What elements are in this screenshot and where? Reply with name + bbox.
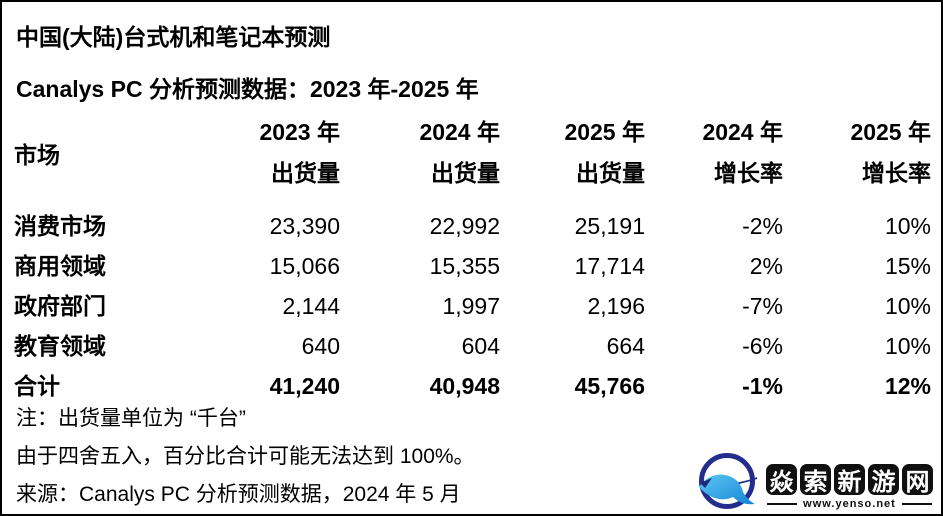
- footnotes: 注：出货量单位为 “千台” 由于四舍五入，百分比合计可能无法达到 100%。 来…: [16, 400, 475, 514]
- cell-growth-2024: -7%: [742, 293, 783, 319]
- seal-char: 网: [902, 464, 933, 496]
- cell-shipments-2025: 17,714: [574, 253, 645, 279]
- cell-shipments-2023: 640: [301, 333, 340, 359]
- forecast-table: 市场 2023 年 出货量 2024 年 出货量 2025 年 出货量 2024…: [14, 112, 931, 406]
- column-year-label: 2023 年: [259, 119, 340, 145]
- watermark-logo-icon: [698, 453, 757, 509]
- cell-market: 合计: [14, 373, 60, 399]
- note-units: 注：出货量单位为 “千台”: [16, 407, 246, 430]
- column-header-growth-2025: 2025 年 增长率: [783, 112, 931, 194]
- url-divider-left: [767, 503, 798, 505]
- cell-growth-2025: 15%: [884, 253, 931, 279]
- cell-growth-2024: -2%: [742, 213, 783, 239]
- cell-growth-2024: -1%: [742, 373, 783, 399]
- table-row-total: 合计 41,240 40,948 45,766 -1% 12%: [14, 366, 931, 406]
- table-row-commercial: 商用领域 15,066 15,355 17,714 2% 15%: [14, 246, 931, 286]
- column-year-label: 2024 年: [419, 119, 500, 145]
- cell-shipments-2024: 40,948: [429, 373, 500, 399]
- cell-shipments-2024: 15,355: [429, 253, 500, 279]
- column-header-shipments-2024: 2024 年 出货量: [340, 112, 500, 194]
- watermark-text-block: 焱 索 新 游 网 www.yenso.net: [766, 464, 933, 514]
- seal-char: 新: [834, 464, 865, 496]
- url-divider-right: [901, 503, 932, 505]
- column-header-shipments-2025: 2025 年 出货量: [500, 112, 645, 194]
- column-header-market: 市场: [14, 142, 60, 168]
- cell-shipments-2025: 25,191: [574, 213, 645, 239]
- cell-shipments-2025: 664: [606, 333, 645, 359]
- note-source: 来源：Canalys PC 分析预测数据，2024 年 5 月: [16, 483, 461, 506]
- column-year-label: 2025 年: [850, 119, 931, 145]
- seal-char: 游: [868, 464, 899, 496]
- page-title: 中国(大陆)台式机和笔记本预测: [16, 24, 331, 50]
- cell-shipments-2023: 41,240: [269, 373, 340, 399]
- table-row-education: 教育领域 640 604 664 -6% 10%: [14, 326, 931, 366]
- cell-market: 商用领域: [14, 253, 106, 279]
- column-header-shipments-2023: 2023 年 出货量: [206, 112, 340, 194]
- seal-char: 索: [800, 464, 831, 496]
- cell-shipments-2025: 45,766: [574, 373, 645, 399]
- cell-shipments-2023: 2,144: [282, 293, 340, 319]
- seal-char: 焱: [766, 464, 797, 496]
- cell-growth-2025: 12%: [884, 373, 931, 399]
- cell-market: 教育领域: [14, 333, 106, 359]
- cell-growth-2024: -6%: [742, 333, 783, 359]
- table-row-consumer: 消费市场 23,390 22,992 25,191 -2% 10%: [14, 206, 931, 246]
- column-metric-label: 出货量: [576, 160, 645, 186]
- watermark-url-row: www.yenso.net: [767, 498, 932, 510]
- cell-shipments-2024: 604: [461, 333, 500, 359]
- column-year-label: 2024 年: [702, 119, 783, 145]
- cell-growth-2025: 10%: [884, 213, 931, 239]
- cell-shipments-2024: 22,992: [429, 213, 500, 239]
- cell-shipments-2023: 23,390: [269, 213, 340, 239]
- cell-market: 政府部门: [14, 293, 106, 319]
- cell-market: 消费市场: [14, 213, 106, 239]
- column-header-growth-2024: 2024 年 增长率: [645, 112, 783, 194]
- watermark: 焱 索 新 游 网 www.yenso.net: [697, 452, 933, 514]
- cell-growth-2024: 2%: [749, 253, 783, 279]
- column-metric-label: 出货量: [431, 160, 500, 186]
- note-rounding: 由于四舍五入，百分比合计可能无法达到 100%。: [16, 445, 475, 468]
- cell-growth-2025: 10%: [884, 333, 931, 359]
- cell-growth-2025: 10%: [884, 293, 931, 319]
- column-metric-label: 出货量: [271, 160, 340, 186]
- watermark-url: www.yenso.net: [803, 498, 896, 510]
- cell-shipments-2024: 1,997: [442, 293, 500, 319]
- cell-shipments-2023: 15,066: [269, 253, 340, 279]
- cell-shipments-2025: 2,196: [587, 293, 645, 319]
- column-metric-label: 增长率: [862, 160, 931, 186]
- watermark-site-name: 焱 索 新 游 网: [766, 464, 933, 496]
- column-metric-label: 增长率: [714, 160, 783, 186]
- table-header-row: 市场 2023 年 出货量 2024 年 出货量 2025 年 出货量 2024…: [14, 112, 931, 194]
- table-row-government: 政府部门 2,144 1,997 2,196 -7% 10%: [14, 286, 931, 326]
- page-subtitle: Canalys PC 分析预测数据：2023 年-2025 年: [16, 76, 479, 102]
- column-year-label: 2025 年: [564, 119, 645, 145]
